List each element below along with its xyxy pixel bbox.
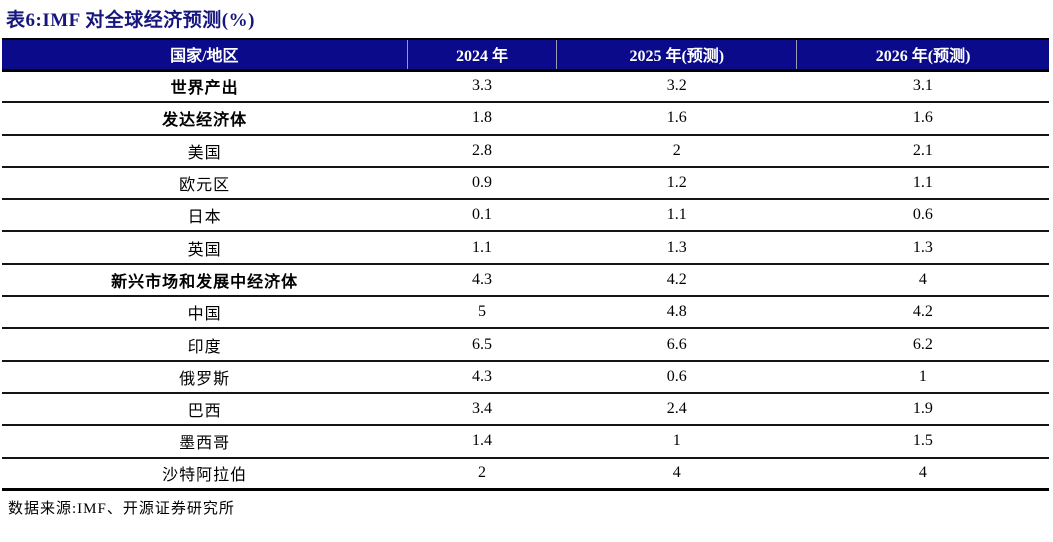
header-2025-forecast: 2025 年(预测) — [556, 38, 797, 72]
value-cell: 1.1 — [407, 231, 557, 265]
header-country-region: 国家/地区 — [2, 38, 408, 72]
value-cell: 0.9 — [407, 166, 557, 201]
country-cell: 中国 — [2, 296, 408, 330]
value-cell: 3.1 — [796, 70, 1049, 104]
report-table-figure: 表6:IMF 对全球经济预测(%) 国家/地区 2024 年 2025 年(预测… — [0, 5, 1053, 542]
value-cell: 3.3 — [407, 70, 557, 104]
value-cell: 1.1 — [556, 199, 797, 233]
value-cell: 1.5 — [796, 425, 1049, 459]
value-cell: 4.8 — [556, 296, 797, 330]
header-row: 国家/地区 2024 年 2025 年(预测) 2026 年(预测) — [2, 38, 1049, 72]
table-row: 发达经济体 1.8 1.6 1.6 — [2, 102, 1049, 136]
value-cell: 0.6 — [556, 360, 797, 394]
table-body: 世界产出 3.3 3.2 3.1 发达经济体 1.8 1.6 1.6 美国 2.8 2 2.1 欧元区 0… — [2, 70, 1049, 492]
value-cell: 2.4 — [556, 392, 797, 427]
country-cell: 世界产出 — [2, 70, 408, 104]
value-cell: 1.8 — [407, 102, 557, 136]
table-title: 表6:IMF 对全球经济预测(%) — [6, 10, 255, 31]
value-cell: 0.6 — [796, 199, 1049, 233]
table-row: 巴西 3.4 2.4 1.9 — [2, 392, 1049, 427]
value-cell: 4.2 — [796, 296, 1049, 330]
table-row: 美国 2.8 2 2.1 — [2, 134, 1049, 168]
data-source-note: 数据来源:IMF、开源证券研究所 — [8, 501, 235, 518]
country-cell: 巴西 — [2, 392, 408, 427]
table-row: 新兴市场和发展中经济体 4.3 4.2 4 — [2, 263, 1049, 298]
table-header: 国家/地区 2024 年 2025 年(预测) 2026 年(预测) — [2, 38, 1049, 72]
value-cell: 1.9 — [796, 392, 1049, 427]
value-cell: 1.6 — [556, 102, 797, 136]
value-cell: 0.1 — [407, 199, 557, 233]
value-cell: 6.5 — [407, 328, 557, 362]
value-cell: 6.6 — [556, 328, 797, 362]
value-cell: 1.1 — [796, 166, 1049, 201]
value-cell: 3.2 — [556, 70, 797, 104]
value-cell: 6.2 — [796, 328, 1049, 362]
country-cell: 欧元区 — [2, 166, 408, 201]
country-cell: 俄罗斯 — [2, 360, 408, 394]
imf-forecast-table: 国家/地区 2024 年 2025 年(预测) 2026 年(预测) 世界产出 3… — [2, 38, 1049, 492]
value-cell: 4 — [796, 263, 1049, 298]
value-cell: 5 — [407, 296, 557, 330]
header-2026-forecast: 2026 年(预测) — [796, 38, 1049, 72]
table-row: 俄罗斯 4.3 0.6 1 — [2, 360, 1049, 394]
value-cell: 1.3 — [796, 231, 1049, 265]
value-cell: 4 — [796, 457, 1049, 492]
value-cell: 1.3 — [556, 231, 797, 265]
value-cell: 1.4 — [407, 425, 557, 459]
table-row: 印度 6.5 6.6 6.2 — [2, 328, 1049, 362]
table-row: 欧元区 0.9 1.2 1.1 — [2, 166, 1049, 201]
value-cell: 4 — [556, 457, 797, 492]
value-cell: 1.2 — [556, 166, 797, 201]
value-cell: 2 — [556, 134, 797, 168]
value-cell: 2.8 — [407, 134, 557, 168]
table-row: 中国 5 4.8 4.2 — [2, 296, 1049, 330]
value-cell: 4.2 — [556, 263, 797, 298]
value-cell: 1 — [556, 425, 797, 459]
country-cell: 日本 — [2, 199, 408, 233]
value-cell: 4.3 — [407, 360, 557, 394]
country-cell: 发达经济体 — [2, 102, 408, 136]
country-cell: 墨西哥 — [2, 425, 408, 459]
country-cell: 英国 — [2, 231, 408, 265]
table-row: 英国 1.1 1.3 1.3 — [2, 231, 1049, 265]
table-row: 世界产出 3.3 3.2 3.1 — [2, 70, 1049, 104]
value-cell: 2.1 — [796, 134, 1049, 168]
country-cell: 印度 — [2, 328, 408, 362]
value-cell: 4.3 — [407, 263, 557, 298]
table-row: 墨西哥 1.4 1 1.5 — [2, 425, 1049, 459]
value-cell: 2 — [407, 457, 557, 492]
table-row: 日本 0.1 1.1 0.6 — [2, 199, 1049, 233]
country-cell: 新兴市场和发展中经济体 — [2, 263, 408, 298]
table-row: 沙特阿拉伯 2 4 4 — [2, 457, 1049, 492]
header-2024: 2024 年 — [406, 38, 557, 72]
value-cell: 3.4 — [407, 392, 557, 427]
country-cell: 美国 — [2, 134, 408, 168]
country-cell: 沙特阿拉伯 — [2, 457, 408, 492]
value-cell: 1 — [796, 360, 1049, 394]
value-cell: 1.6 — [796, 102, 1049, 136]
